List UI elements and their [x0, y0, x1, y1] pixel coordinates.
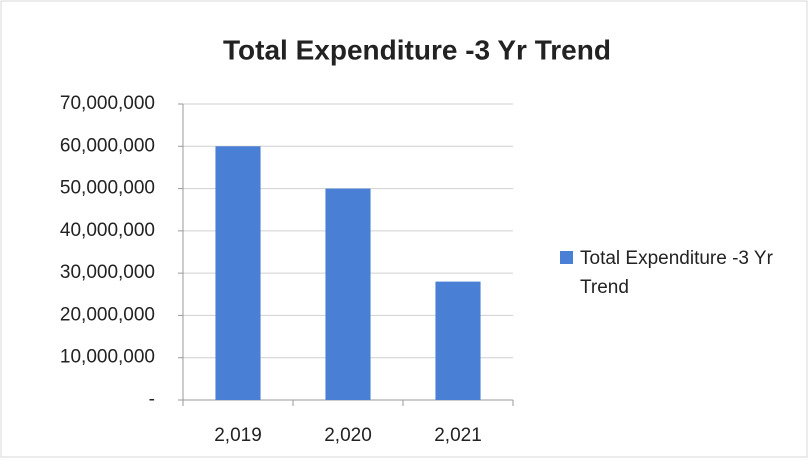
y-tick-label: 30,000,000 — [60, 262, 155, 283]
bar — [215, 146, 261, 400]
y-tick-label: - — [149, 389, 155, 410]
y-tick-label: 60,000,000 — [60, 135, 155, 156]
y-tick-label: 70,000,000 — [60, 93, 155, 114]
bar — [435, 281, 481, 400]
y-tick-label: 20,000,000 — [60, 304, 155, 325]
legend-label: Total Expenditure -3 Yr Trend — [580, 248, 773, 298]
x-tick-label: 2,020 — [324, 425, 372, 446]
bar — [325, 188, 371, 400]
x-tick-label: 2,021 — [434, 425, 482, 446]
legend-swatch — [560, 251, 573, 264]
y-tick-label: 40,000,000 — [60, 220, 155, 241]
y-tick-label: 50,000,000 — [60, 178, 155, 199]
x-tick-label: 2,019 — [214, 425, 262, 446]
y-tick-label: 10,000,000 — [60, 347, 155, 368]
chart-title: Total Expenditure -3 Yr Trend — [223, 34, 611, 65]
